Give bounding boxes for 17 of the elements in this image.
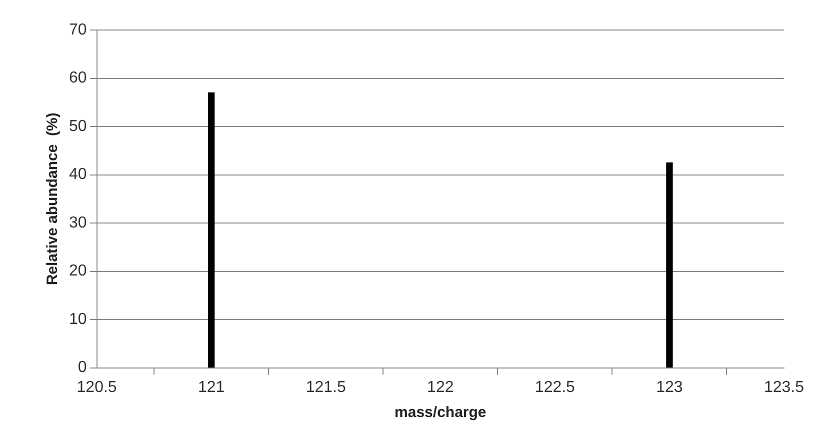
x-tick-label: 122.5 [534,378,576,396]
y-tick-label: 60 [69,70,87,87]
y-tick-label: 0 [78,359,87,376]
y-tick-label: 70 [69,21,87,38]
y-tick-label: 20 [69,262,87,280]
x-tick-label: 121.5 [306,378,346,396]
y-tick-label: 50 [69,118,87,135]
y-tick-label: 30 [69,214,87,232]
x-tick-label: 123 [656,378,683,396]
x-tick-label: 121 [198,378,225,396]
x-tick-label: 122 [427,378,454,396]
x-tick-label: 120.5 [76,378,117,396]
x-tick-label: 123.5 [764,378,804,396]
y-axis-title: Relative abundance (%) [44,112,62,286]
y-tick-label: 10 [69,310,87,328]
x-axis-title: mass/charge [394,404,486,422]
y-tick-label: 40 [69,166,87,184]
